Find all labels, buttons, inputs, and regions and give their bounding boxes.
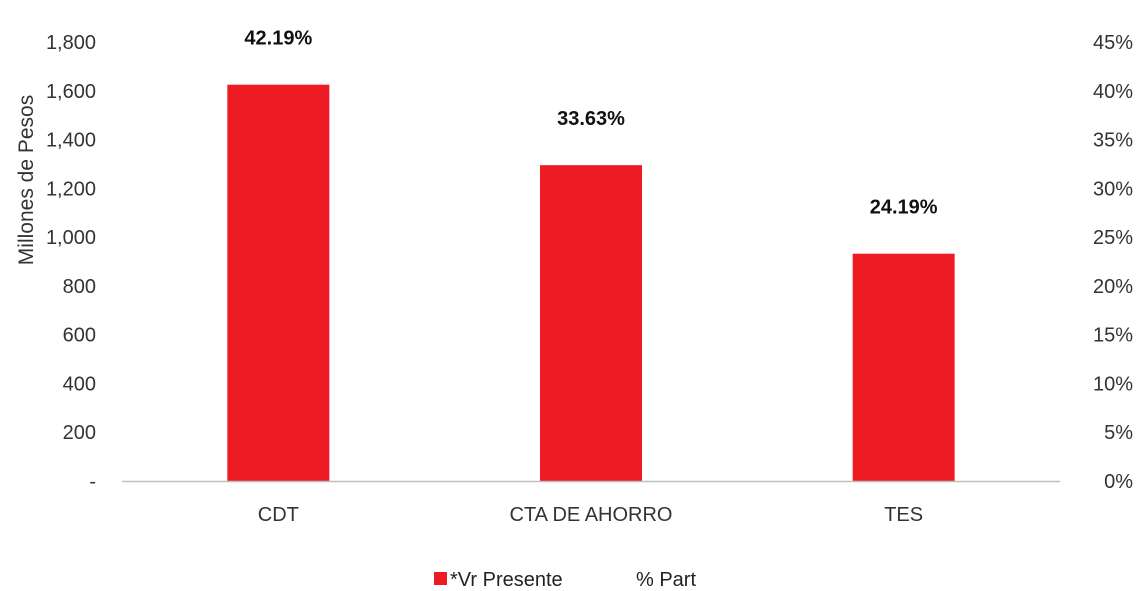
y-tick-label: 1,000 [46, 227, 96, 249]
y2-tick-label: 35% [1093, 130, 1133, 152]
x-tick-label: TES [884, 504, 923, 526]
y2-tick-label: 40% [1093, 81, 1133, 103]
data-label: 42.19% [244, 28, 312, 50]
bar-tes [852, 253, 955, 481]
x-tick-label: CTA DE AHORRO [510, 504, 673, 526]
y-tick-label: 400 [63, 373, 96, 395]
bars [227, 84, 955, 482]
data-label: 24.19% [870, 197, 938, 219]
bar-cdt [227, 84, 330, 482]
legend-label-part: % Part [636, 569, 696, 591]
y-tick-label: 200 [63, 422, 96, 444]
y2-axis-ticks: 0% 5% 10% 15% 20% 25% 30% 35% 40% 45% [1093, 32, 1133, 493]
y2-tick-label: 25% [1093, 227, 1133, 249]
y2-tick-label: 0% [1104, 471, 1133, 493]
y2-tick-label: 10% [1093, 373, 1133, 395]
y2-tick-label: 45% [1093, 32, 1133, 54]
y2-tick-label: 30% [1093, 178, 1133, 200]
legend-label-vr-presente: *Vr Presente [450, 569, 563, 591]
y-tick-label: 600 [63, 325, 96, 347]
legend: *Vr Presente % Part [434, 569, 696, 591]
y-axis-label: Millones de Pesos [15, 95, 38, 265]
data-label: 33.63% [557, 108, 625, 130]
x-axis-ticks: CDT CTA DE AHORRO TES [258, 504, 923, 526]
y-tick-label: 800 [63, 276, 96, 298]
y-tick-label: 1,400 [46, 130, 96, 152]
bar-cta-de-ahorro [540, 165, 642, 482]
y2-tick-label: 20% [1093, 276, 1133, 298]
y-tick-label: 1,200 [46, 178, 96, 200]
y-axis-ticks: - 200 400 600 800 1,000 1,200 1,400 1,600 1,800 [46, 32, 96, 493]
y-tick-label: 1,600 [46, 81, 96, 103]
y2-tick-label: 15% [1093, 325, 1133, 347]
data-labels: 42.19% 33.63% 24.19% [244, 28, 937, 219]
y-tick-label: 1,800 [46, 32, 96, 54]
y-tick-label: - [89, 471, 96, 493]
legend-swatch-vr-presente [434, 572, 447, 585]
y2-tick-label: 5% [1104, 422, 1133, 444]
x-tick-label: CDT [258, 504, 299, 526]
